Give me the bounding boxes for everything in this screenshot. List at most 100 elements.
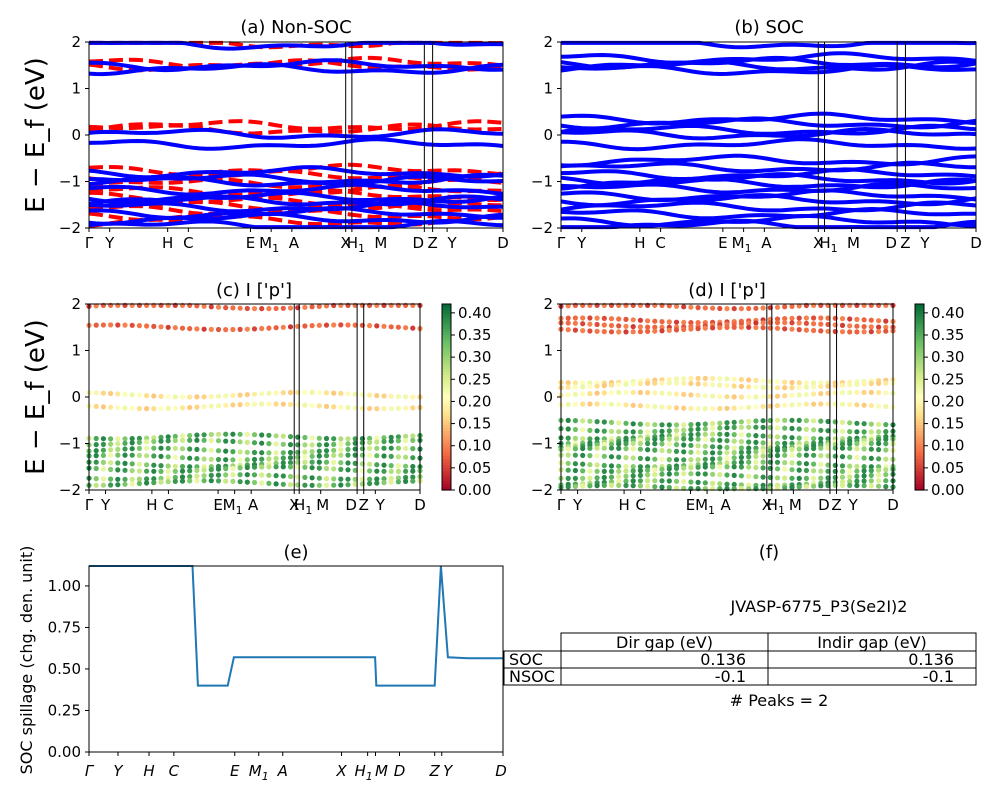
panel-d-point — [623, 402, 629, 408]
panel-c-point — [287, 449, 294, 456]
panel-c-point — [331, 441, 337, 447]
panel-c-point — [194, 394, 200, 400]
panel-d-point — [854, 441, 860, 447]
panel-f-title: (f) — [759, 542, 779, 563]
panel-c-colorbar-label: 0.00 — [458, 481, 491, 499]
panel-d-colorbar-segment — [915, 393, 924, 398]
panel-d-point — [695, 381, 701, 387]
panel-a-xtick-label: A — [289, 234, 300, 252]
panel-d-point — [580, 461, 586, 467]
panel-c-point — [230, 478, 236, 484]
panel-c-point — [374, 435, 380, 441]
panel-c-point — [136, 392, 142, 398]
panel-d-point — [746, 473, 752, 479]
panel-c-point — [93, 465, 99, 472]
panel-d-point — [760, 403, 766, 410]
panel-d-point — [565, 460, 571, 466]
panel-c-point — [179, 405, 186, 411]
panel-c-point — [201, 432, 207, 438]
panel-d-point — [839, 463, 846, 469]
panel-c-point — [251, 326, 258, 332]
panel-c-point — [381, 323, 387, 329]
panel-c-point — [187, 404, 193, 411]
panel-d-point — [623, 429, 629, 435]
panel-d-point — [688, 471, 694, 477]
panel-b-title: (b) SOC — [734, 17, 803, 38]
panel-c-colorbar-segment — [442, 465, 451, 469]
panel-d-point — [717, 472, 723, 478]
panel-d-point — [572, 461, 579, 467]
panel-b-band-solid-11 — [560, 160, 976, 174]
panel-d-point — [803, 418, 810, 424]
panel-d-point — [645, 441, 651, 447]
table-column-header: Indir gap (eV) — [817, 633, 927, 652]
panel-d-point — [803, 384, 810, 390]
panel-c-point — [108, 476, 114, 482]
panel-d-point — [565, 380, 571, 386]
panel-c-point — [136, 452, 142, 458]
panel-a-plot-area: 210−1−2Γ Y H C E M1 A XH1 M D Z Y D — [59, 33, 509, 255]
panel-d-point — [796, 392, 802, 398]
panel-d-colorbar-segment — [915, 387, 924, 392]
panel-c-point — [230, 457, 236, 463]
panel-c-colorbar-segment — [442, 409, 451, 414]
panel-d-point — [803, 320, 810, 326]
panel-c-colorbar-segment — [442, 462, 451, 466]
panel-c-point — [338, 441, 344, 447]
panel-c-point — [158, 438, 164, 444]
panel-d-point — [608, 382, 615, 388]
panel-c-point — [100, 452, 106, 458]
panel-b-xtick-label: D — [885, 234, 897, 252]
panel-d-colorbar-segment — [915, 372, 924, 376]
panel-d-point — [623, 478, 629, 484]
panel-d-point — [666, 441, 672, 447]
panel-c-colorbar-label: 0.15 — [458, 415, 491, 433]
panel-d-point — [724, 455, 730, 461]
panel-c-point — [208, 472, 214, 478]
panel-d-point — [681, 436, 687, 442]
panel-b-xtick-label: Z — [900, 234, 910, 252]
panel-a-band-dashed-4 — [88, 122, 504, 136]
panel-d-colorbar-segment — [915, 412, 924, 417]
panel-c-point — [367, 461, 373, 467]
panel-c-point — [223, 431, 229, 437]
panel-b-band-solid-0 — [561, 40, 977, 50]
panel-c-point — [244, 326, 250, 332]
panel-d-point — [623, 473, 629, 479]
panel-d-point — [594, 328, 600, 334]
panel-c-point — [266, 450, 272, 456]
panel-d-point — [724, 394, 730, 400]
panel-c-point — [273, 390, 279, 396]
panel-d-point — [724, 444, 730, 451]
panel-d-point — [580, 384, 586, 390]
panel-d-point — [652, 472, 658, 478]
panel-c-point — [251, 440, 258, 446]
panel-c-point — [179, 325, 186, 331]
panel-d-point — [818, 483, 824, 489]
panel-c-point — [331, 322, 337, 328]
panel-b-xtick-label: H1 — [819, 234, 837, 255]
panel-a-xtick-label: Z — [427, 234, 437, 252]
panel-c-point — [201, 478, 207, 484]
panel-e-xtick-label: Y — [443, 762, 454, 780]
panel-c-point — [374, 480, 380, 486]
panel-c-xtick-label: Γ — [85, 496, 94, 514]
panel-d-point — [710, 437, 716, 443]
panel-b: (b) SOC 210−1−2Γ Y H C E M1 A XH1 M D Z Y D — [531, 17, 982, 255]
panel-b-band-solid-4 — [560, 62, 977, 77]
panel-c-point — [273, 450, 279, 456]
panel-c-colorbar-segment — [442, 384, 451, 389]
panel-c-colorbar-segment — [442, 486, 451, 491]
panel-c-point — [352, 481, 358, 487]
panel-d-point — [587, 427, 593, 433]
panel-d-point — [847, 420, 853, 426]
panel-a-xtick-label: E — [246, 234, 255, 252]
panel-d-point — [572, 380, 579, 386]
panel-c-point — [215, 448, 222, 454]
panel-c-point — [93, 459, 99, 465]
panel-c-point — [395, 468, 401, 474]
panel-c-point — [100, 476, 106, 482]
panel-d-point — [673, 391, 680, 397]
panel-c-point — [302, 482, 308, 488]
panel-d-point — [847, 382, 853, 388]
